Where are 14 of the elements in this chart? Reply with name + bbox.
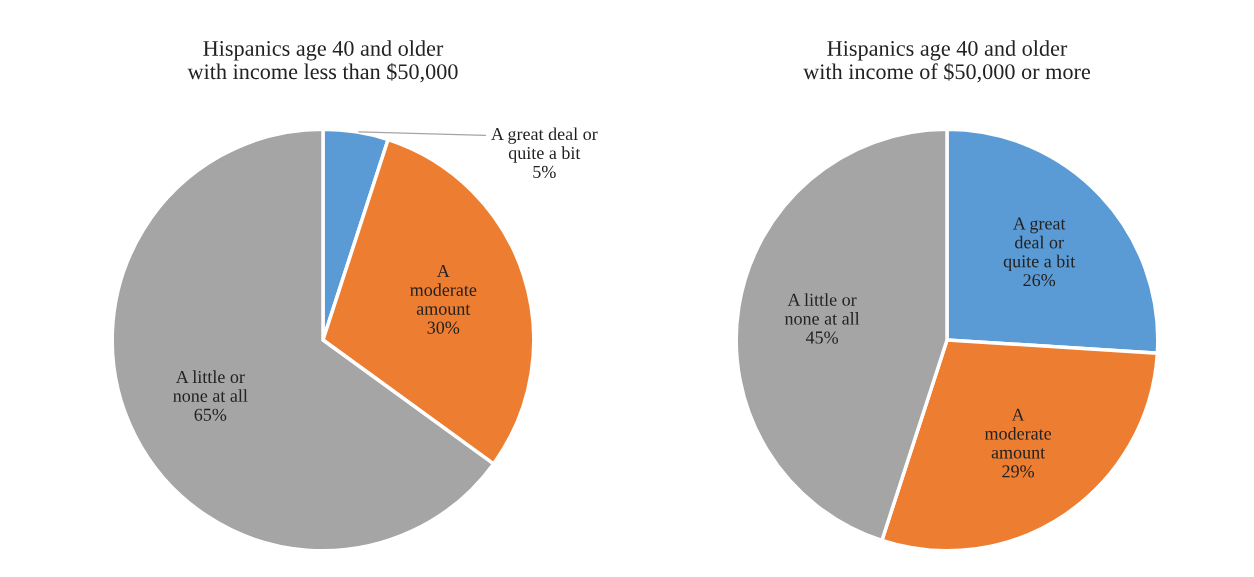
slice-label: A moderate amount (410, 265, 477, 315)
chart-title: Hispanics age 40 and older with income less than $50,000 (187, 40, 458, 83)
data-label: 65% (194, 408, 227, 421)
slice-label: A great deal or quite a bit (1003, 217, 1076, 272)
data-label: 26% (1023, 274, 1056, 287)
chart-title: Hispanics age 40 and older with income of $50,000 or more (803, 40, 1091, 83)
data-label: 29% (1002, 465, 1035, 478)
slice-label: A little or none at all (784, 293, 860, 325)
data-label: 30% (427, 321, 460, 334)
slice-label: A little or none at all (173, 370, 248, 402)
slice-label: A great deal or quite a bit (491, 127, 598, 163)
slice-label: A moderate amount (984, 408, 1052, 459)
data-label: 5% (533, 165, 556, 178)
data-label: 45% (805, 331, 839, 344)
